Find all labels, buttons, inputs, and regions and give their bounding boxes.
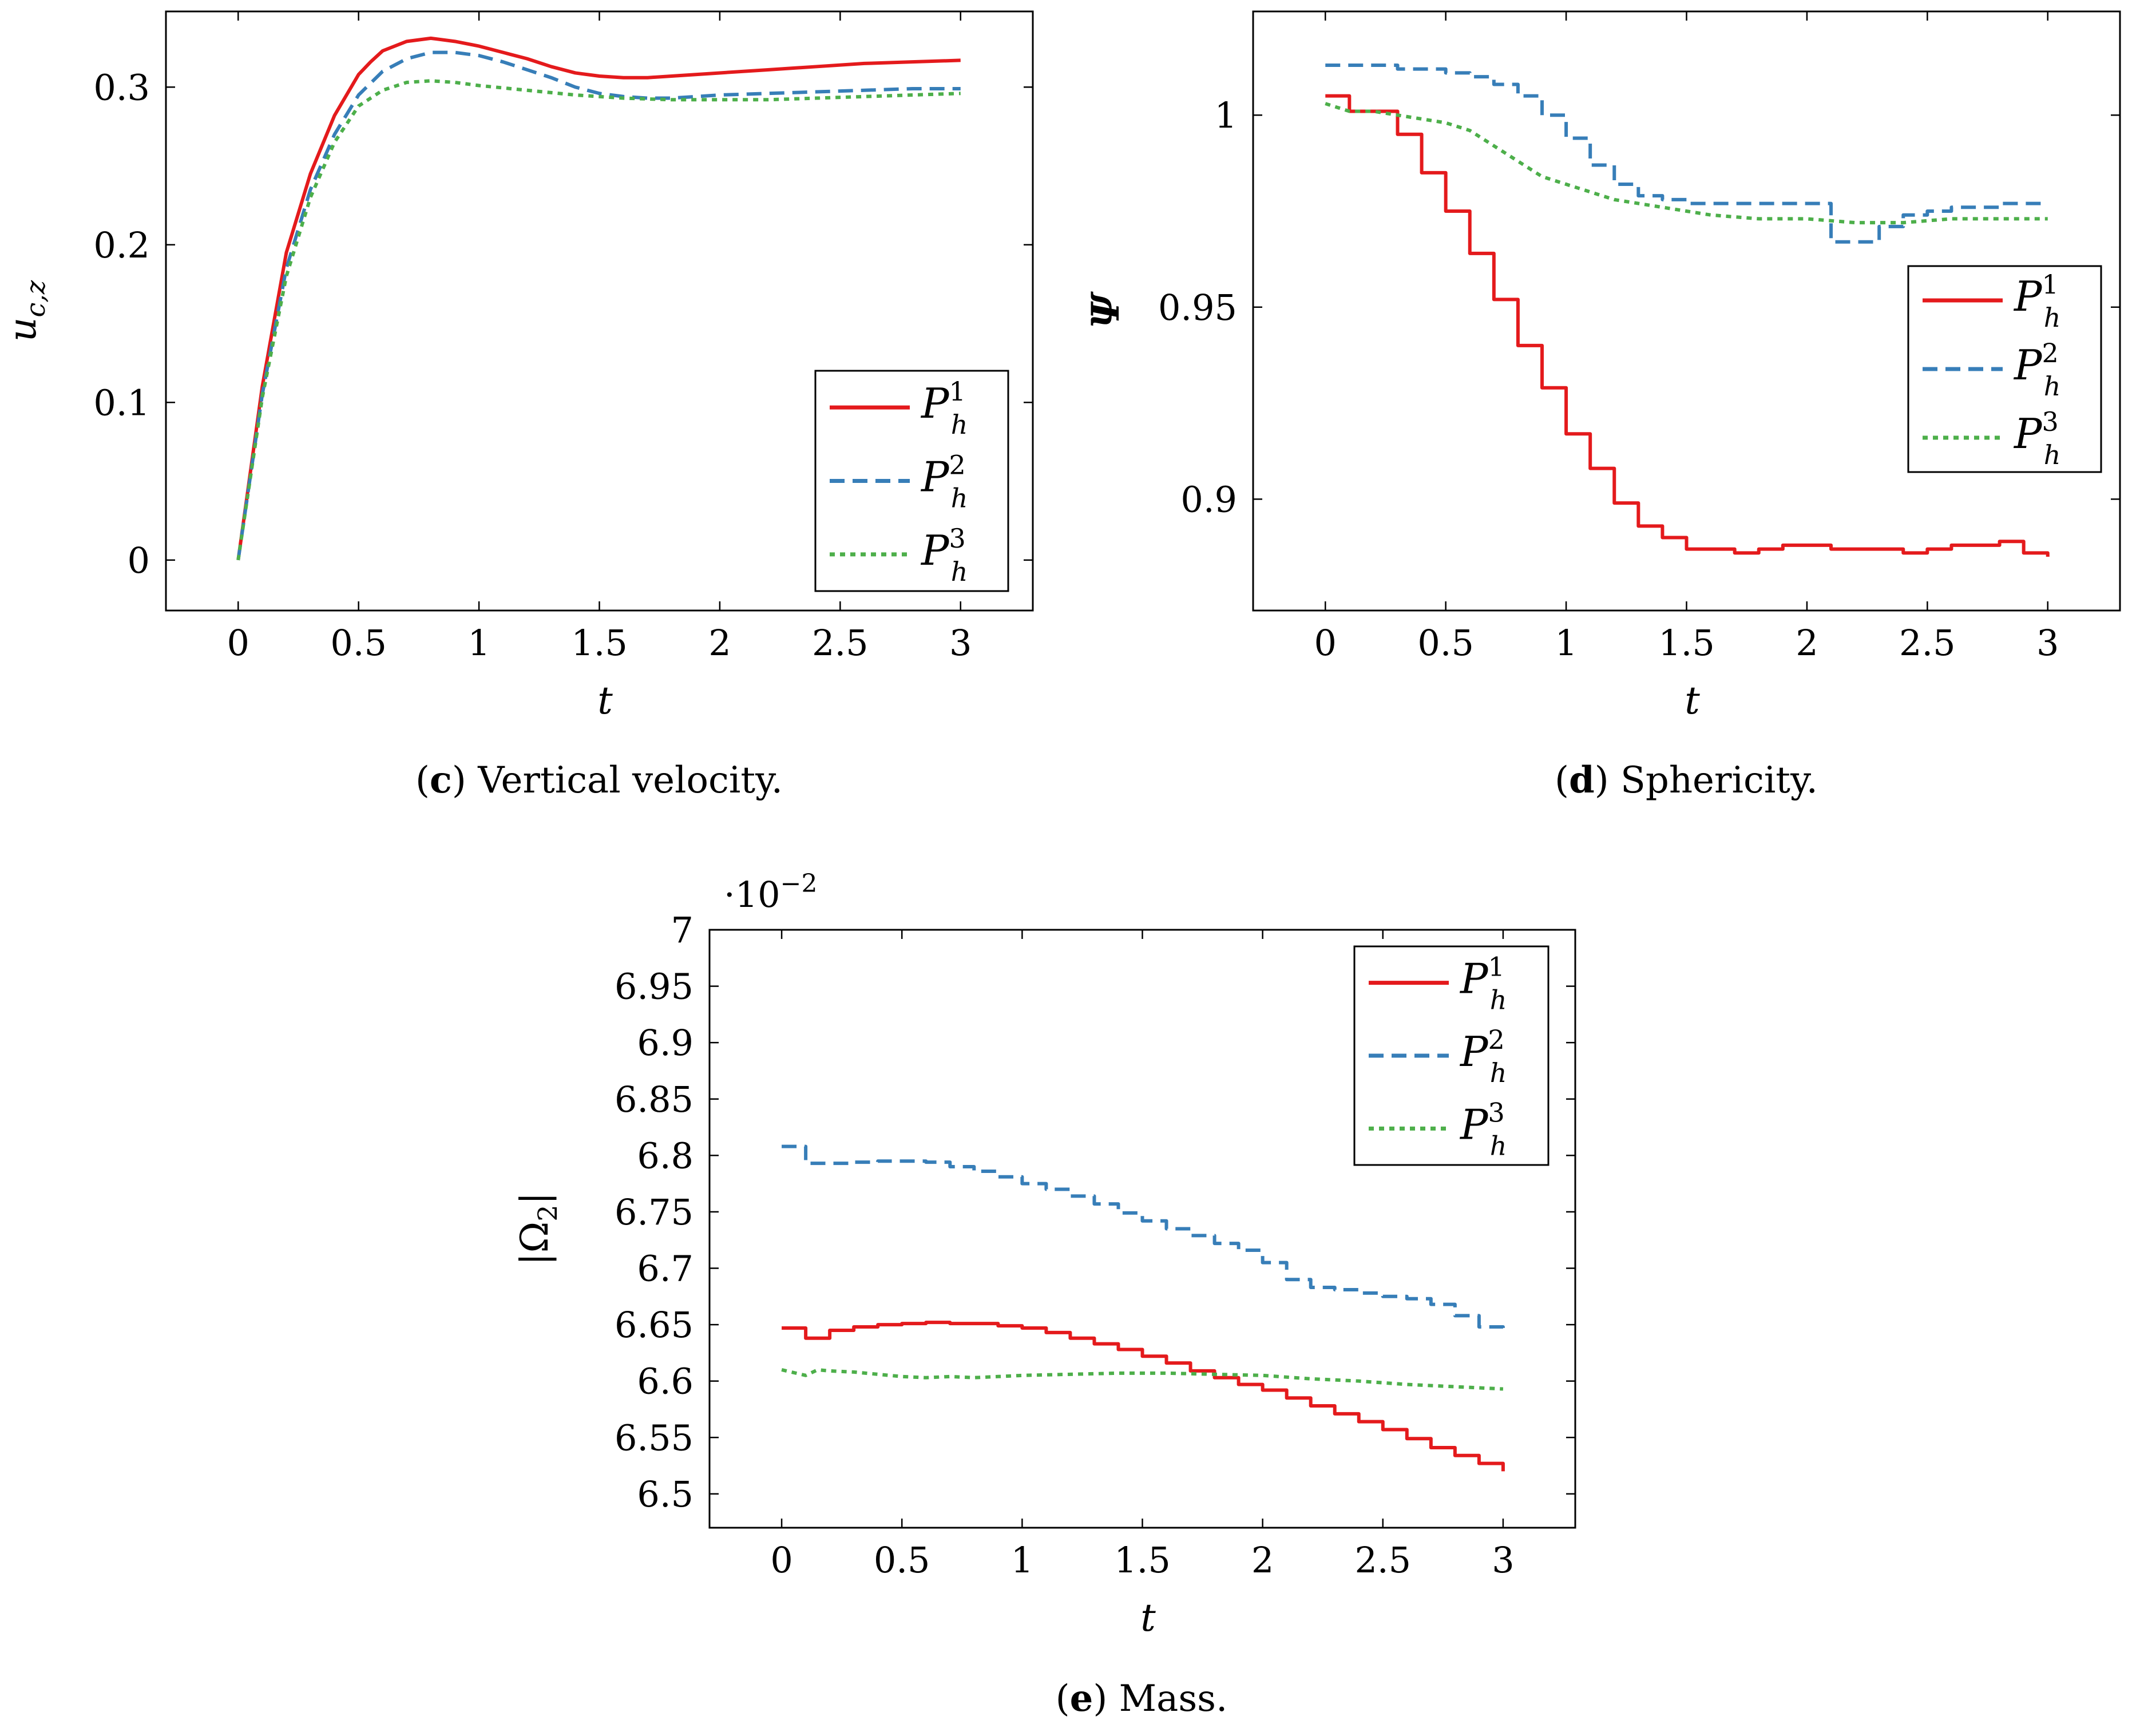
series-line-1 xyxy=(1325,94,2050,557)
legend-label-1: P1 h xyxy=(920,376,968,440)
chart-panel-mass: 0 0.5 1 1.5 2 2.5 3 6.5 6.55 6.6 6.65 6.7 6.75 6.8 6.8… xyxy=(513,869,1576,1720)
y-axis-label: |Ω2| xyxy=(513,1192,563,1266)
y-tick-label: 7 xyxy=(671,909,693,951)
x-axis-label: t xyxy=(597,679,613,723)
x-tick-label: 2.5 xyxy=(1899,622,1956,664)
x-tick-label: 0.5 xyxy=(874,1539,930,1581)
y-tick-label: 6.5 xyxy=(637,1473,693,1515)
y-tick-label: 6.8 xyxy=(637,1135,693,1176)
series-line-2 xyxy=(1325,63,2048,244)
axis-scale-factor: ·10−2 xyxy=(724,869,817,915)
x-tick-label: 1.5 xyxy=(1114,1539,1171,1581)
x-tick-label: 2 xyxy=(1796,622,1818,664)
y-tick-label: 6.7 xyxy=(637,1248,693,1290)
x-tick-label: 2.5 xyxy=(1354,1539,1411,1581)
y-tick-label: 6.85 xyxy=(615,1079,693,1120)
y-axis-label: uc,z xyxy=(1,280,51,342)
x-tick-label: 0 xyxy=(227,622,249,664)
y-tick-label: 0.1 xyxy=(93,382,150,423)
x-tick-label: 1 xyxy=(1555,622,1577,664)
x-tick-label: 3 xyxy=(949,622,972,664)
x-tick-label: 2 xyxy=(708,622,731,664)
x-tick-label: 0.5 xyxy=(330,622,387,664)
x-tick-label: 0 xyxy=(770,1539,792,1581)
series-line-1 xyxy=(236,36,961,561)
y-tick-label: 0.2 xyxy=(93,224,150,266)
legend-label-1: P1 h xyxy=(1459,952,1507,1016)
series-line-3 xyxy=(1325,102,2048,225)
series-line-2 xyxy=(782,1144,1505,1335)
x-tick-label: 2.5 xyxy=(812,622,869,664)
y-tick-label: 6.95 xyxy=(615,966,693,1008)
legend-label-1: P1 h xyxy=(2013,269,2060,333)
x-tick-label: 1.5 xyxy=(571,622,628,664)
x-axis-label: t xyxy=(1140,1596,1156,1640)
y-tick-label: 0 xyxy=(128,540,150,581)
x-tick-label: 3 xyxy=(2036,622,2059,664)
figure-caption: (e) Mass. xyxy=(1056,1677,1228,1720)
legend-label-2: P2 h xyxy=(920,450,968,514)
series-line-1 xyxy=(782,1321,1505,1472)
series-line-3 xyxy=(236,79,961,561)
y-tick-label: 6.65 xyxy=(615,1304,693,1346)
y-tick-label: 0.95 xyxy=(1158,287,1237,328)
y-tick-label: 1 xyxy=(1215,94,1237,136)
x-tick-label: 1.5 xyxy=(1658,622,1715,664)
series-line-3 xyxy=(781,1368,1504,1391)
chart-panel-vertical-velocity: 0 0.5 1 1.5 2 2.5 3 0 0.1 0.2 0.3 P1 h P2 h P3 h t uc,z (c)… xyxy=(1,10,1034,802)
legend-label-2: P2 h xyxy=(1459,1024,1507,1088)
y-tick-label: 6.9 xyxy=(637,1022,693,1064)
chart-panel-sphericity: 0 0.5 1 1.5 2 2.5 3 0.9 0.95 1 P1 h P2 hP3 h t Ψ (d) Sphe… xyxy=(1083,10,2121,802)
legend-label-3: P3 h xyxy=(920,523,968,587)
x-tick-label: 2 xyxy=(1251,1539,1274,1581)
y-tick-label: 0.3 xyxy=(93,66,150,108)
x-tick-label: 0.5 xyxy=(1417,622,1474,664)
figure-caption: (c) Vertical velocity. xyxy=(415,759,783,802)
y-tick-label: 6.6 xyxy=(637,1361,693,1402)
x-tick-label: 3 xyxy=(1492,1539,1514,1581)
x-axis-label: t xyxy=(1685,679,1700,723)
x-tick-label: 0 xyxy=(1314,622,1337,664)
x-tick-label: 1 xyxy=(1011,1539,1033,1581)
y-axis-label: Ψ xyxy=(1083,291,1128,328)
y-tick-label: 0.9 xyxy=(1180,478,1237,520)
series-line-2 xyxy=(236,50,961,561)
legend-label-3: P3 h xyxy=(1459,1097,1507,1161)
legend-label-3: P3 h xyxy=(2013,406,2060,470)
x-tick-label: 1 xyxy=(467,622,490,664)
figure-caption: (d) Sphericity. xyxy=(1555,759,1818,802)
y-tick-label: 6.55 xyxy=(615,1417,693,1458)
y-tick-label: 6.75 xyxy=(615,1191,693,1233)
legend-label-2: P2 h xyxy=(2013,338,2060,402)
